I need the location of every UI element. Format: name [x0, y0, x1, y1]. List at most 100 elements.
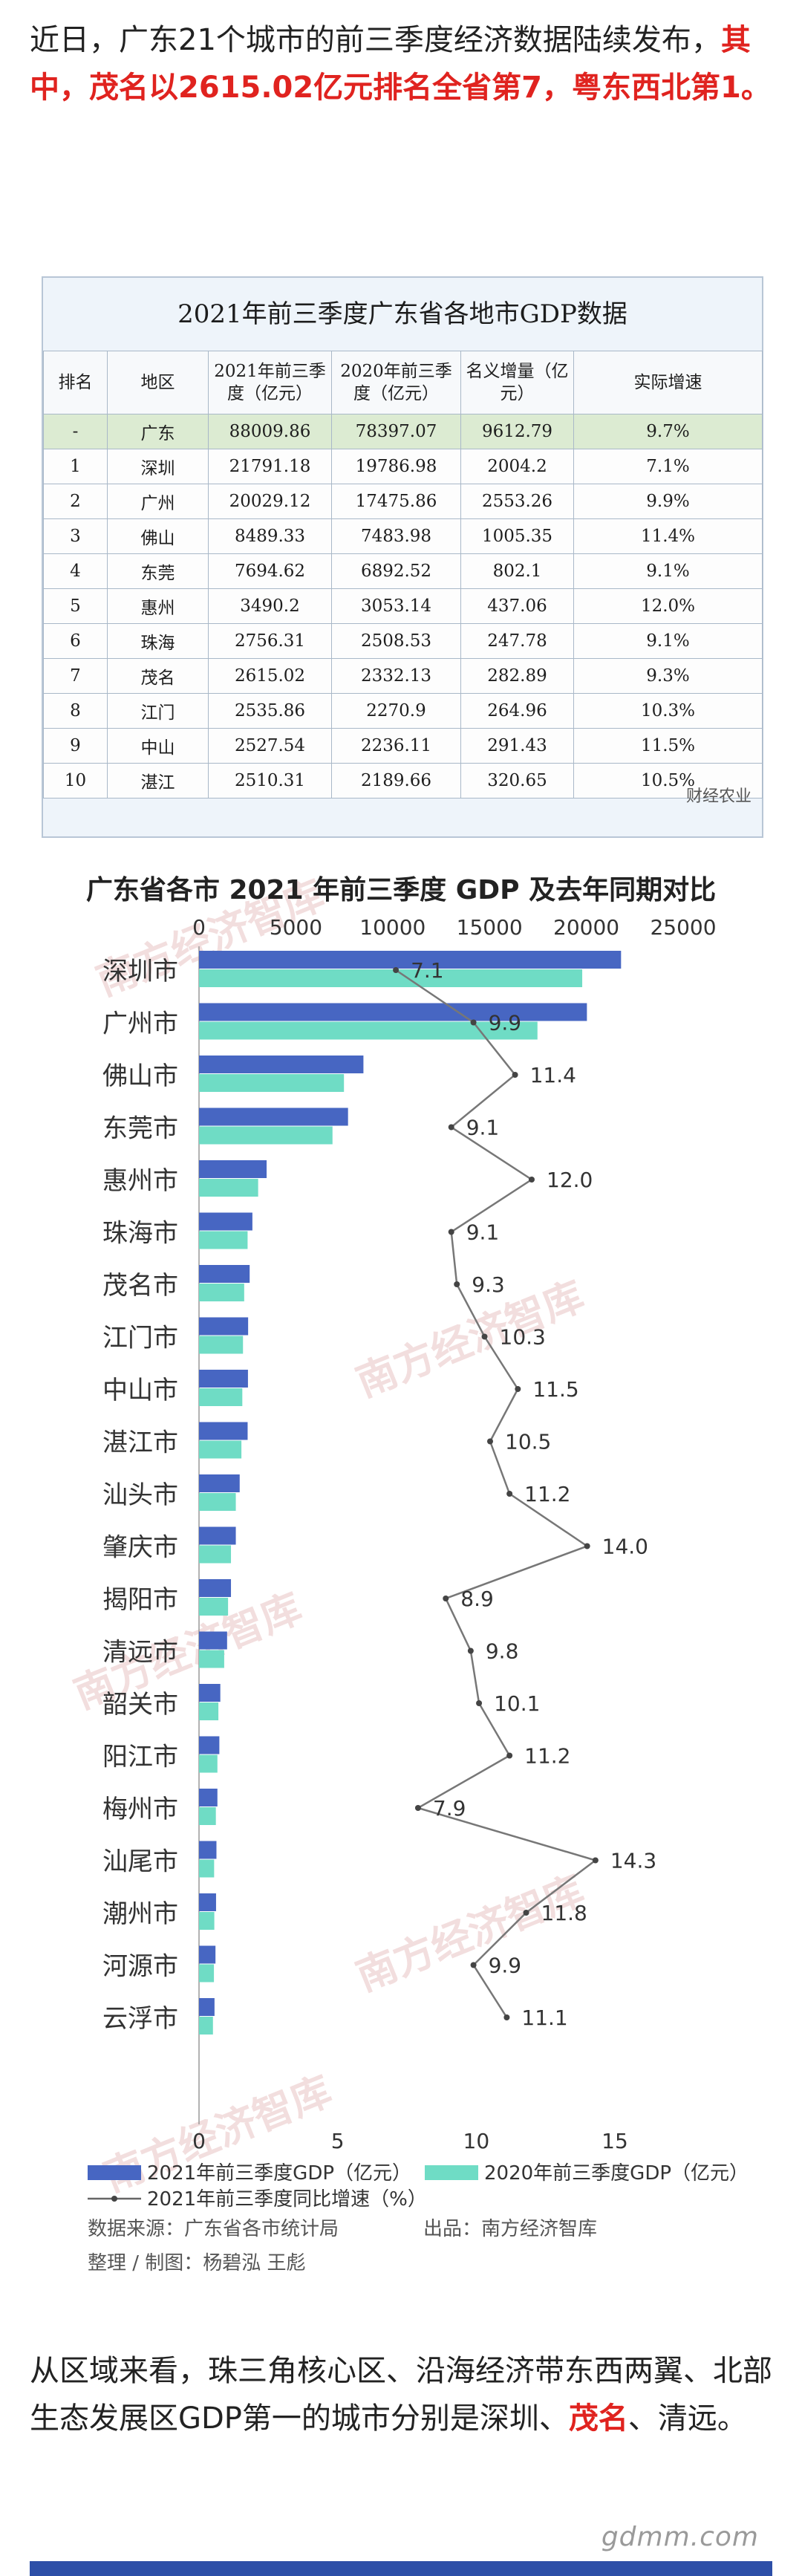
table-cell: 320.65	[460, 763, 574, 799]
category-label: 阳江市	[102, 1743, 178, 1772]
table-header-cell: 2020年前三季度（亿元）	[331, 351, 461, 414]
growth-label: 11.1	[521, 2006, 567, 2030]
table-cell: 珠海	[107, 623, 209, 659]
bar-2020	[199, 2017, 213, 2035]
table-cell: 6	[43, 623, 108, 659]
table-cell: 7.1%	[573, 449, 763, 484]
bar-2020	[199, 1126, 333, 1145]
table-cell: 88009.86	[208, 414, 332, 449]
table-row: 1 深圳 21791.18 19786.98 2004.2 7.1%	[43, 449, 763, 484]
bottom-axis-tick: 0	[192, 2129, 206, 2153]
growth-label: 12.0	[547, 1168, 593, 1192]
growth-label: 11.2	[524, 1482, 570, 1506]
table-cell: 10.3%	[573, 693, 763, 729]
growth-point	[414, 1805, 421, 1811]
table-cell: 3	[43, 518, 108, 554]
growth-point	[470, 1019, 477, 1026]
table-cell: 广东	[107, 414, 209, 449]
category-label: 云浮市	[102, 2004, 178, 2034]
bar-2021	[199, 1736, 220, 1754]
table-row: 8 江门 2535.86 2270.9 264.96 10.3%	[43, 693, 763, 729]
table-row: - 广东 88009.86 78397.07 9612.79 9.7%	[43, 414, 763, 449]
table-cell: 湛江	[107, 763, 209, 799]
growth-point	[592, 1857, 599, 1864]
table-cell: 2332.13	[331, 658, 461, 694]
bottom-axis-tick: 5	[331, 2129, 345, 2153]
growth-label: 11.8	[541, 1901, 587, 1925]
table-header-cell: 排名	[43, 351, 108, 414]
table-cell: 6892.52	[331, 553, 461, 589]
table-row: 9 中山 2527.54 2236.11 291.43 11.5%	[43, 728, 763, 764]
category-label: 汕尾市	[102, 1847, 178, 1877]
table-cell: 9.7%	[573, 414, 763, 449]
growth-label: 10.3	[500, 1325, 546, 1350]
bar-2020	[199, 969, 583, 987]
growth-point	[470, 1962, 477, 1968]
table-cell: 2527.54	[208, 728, 332, 764]
top-axis-tick: 5000	[270, 915, 322, 940]
growth-label: 9.1	[466, 1220, 500, 1245]
table-row: 7 茂名 2615.02 2332.13 282.89 9.3%	[43, 658, 763, 694]
table-title: 2021年前三季度广东省各地市GDP数据	[177, 299, 627, 329]
legend-growth-dot	[111, 2196, 117, 2202]
bar-2021	[199, 1579, 232, 1597]
table-cell: 惠州	[107, 588, 209, 624]
top-axis-tick: 25000	[650, 915, 716, 940]
intro-highlight: 其中，茂名以2615.02亿元排名全省第7，粤东西北第1。	[30, 23, 771, 105]
gdp-chart: 南方经济智库 南方经济智库 南方经济智库 南方经济智库 南方经济智库 广东省各市 2021…	[0, 869, 802, 2280]
table-cell: 4	[43, 553, 108, 589]
top-axis-tick: 10000	[359, 915, 426, 940]
bar-2020	[199, 1754, 218, 1773]
table-cell: 17475.86	[331, 484, 461, 519]
category-label: 广州市	[102, 1009, 178, 1039]
intro-paragraph: 近日，广东21个城市的前三季度经济数据陆续发布，其中，茂名以2615.02亿元排…	[30, 16, 772, 111]
bar-2020	[199, 1021, 538, 1040]
table-cell: 2553.26	[460, 484, 574, 519]
table-cell: 264.96	[460, 693, 574, 729]
chart-title: 广东省各市 2021 年前三季度 GDP 及去年同期对比	[86, 875, 716, 905]
table-cell: 2615.02	[208, 658, 332, 694]
category-label: 揭阳市	[102, 1585, 178, 1615]
category-label: 汕头市	[102, 1480, 178, 1510]
growth-point	[448, 1229, 454, 1235]
table-cell: 282.89	[460, 658, 574, 694]
category-label: 江门市	[102, 1324, 178, 1353]
table-cell: 2756.31	[208, 623, 332, 659]
legend-swatch-2020	[425, 2165, 478, 2180]
table-cell: 中山	[107, 728, 209, 764]
table-row: 2 广州 20029.12 17475.86 2553.26 9.9%	[43, 484, 763, 519]
category-label: 潮州市	[102, 1899, 178, 1929]
table-row: 5 惠州 3490.2 3053.14 437.06 12.0%	[43, 588, 763, 624]
category-label: 河源市	[102, 1952, 178, 1982]
growth-point	[523, 1910, 529, 1916]
growth-label: 9.9	[489, 1011, 522, 1035]
growth-point	[481, 1333, 488, 1340]
growth-point	[476, 1700, 483, 1706]
legend-label-2021: 2021年前三季度GDP（亿元）	[147, 2162, 411, 2185]
growth-label: 9.3	[472, 1272, 505, 1297]
bar-2021	[199, 1526, 236, 1545]
table-cell: 9612.79	[460, 414, 574, 449]
table-cell: 9.1%	[573, 553, 763, 589]
editor-credit: 整理 / 制图：杨碧泓 王彪	[88, 2252, 306, 2274]
table-cell: 9.1%	[573, 623, 763, 659]
table-cell: 7694.62	[208, 553, 332, 589]
growth-label: 11.2	[524, 1744, 570, 1769]
bar-2021	[199, 1317, 249, 1336]
category-label: 清远市	[102, 1638, 178, 1668]
legend-label-2020: 2020年前三季度GDP（亿元）	[484, 2162, 749, 2185]
growth-label: 7.9	[433, 1796, 466, 1821]
top-axis-tick: 15000	[457, 915, 523, 940]
bar-2020	[199, 1336, 244, 1354]
outro-highlight: 茂名	[568, 2401, 628, 2436]
table-cell: 10	[43, 763, 108, 799]
bar-2021	[199, 1841, 217, 1859]
bar-2020	[199, 1545, 232, 1564]
growth-point	[529, 1177, 535, 1183]
bar-2021	[199, 1631, 227, 1650]
table-header-cell: 名义增量（亿元）	[460, 351, 574, 414]
bottom-bar	[30, 2561, 772, 2576]
category-label: 肇庆市	[102, 1533, 178, 1563]
table-cell: 19786.98	[331, 449, 461, 484]
table-row: 6 珠海 2756.31 2508.53 247.78 9.1%	[43, 623, 763, 659]
